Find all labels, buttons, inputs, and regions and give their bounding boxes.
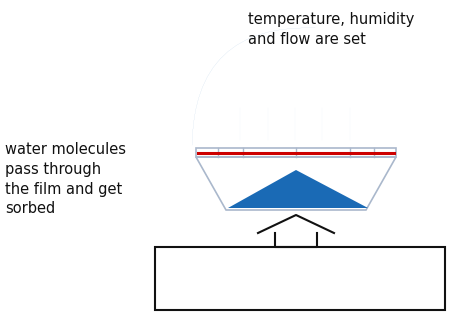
Polygon shape	[228, 170, 368, 208]
FancyArrowPatch shape	[192, 28, 315, 145]
Text: water molecules
pass through
the film and get
sorbed: water molecules pass through the film an…	[5, 142, 126, 216]
Text: sample weight is
continuously measured: sample weight is continuously measured	[214, 256, 386, 291]
Text: temperature, humidity
and flow are set: temperature, humidity and flow are set	[248, 12, 414, 47]
Bar	[155, 247, 445, 310]
